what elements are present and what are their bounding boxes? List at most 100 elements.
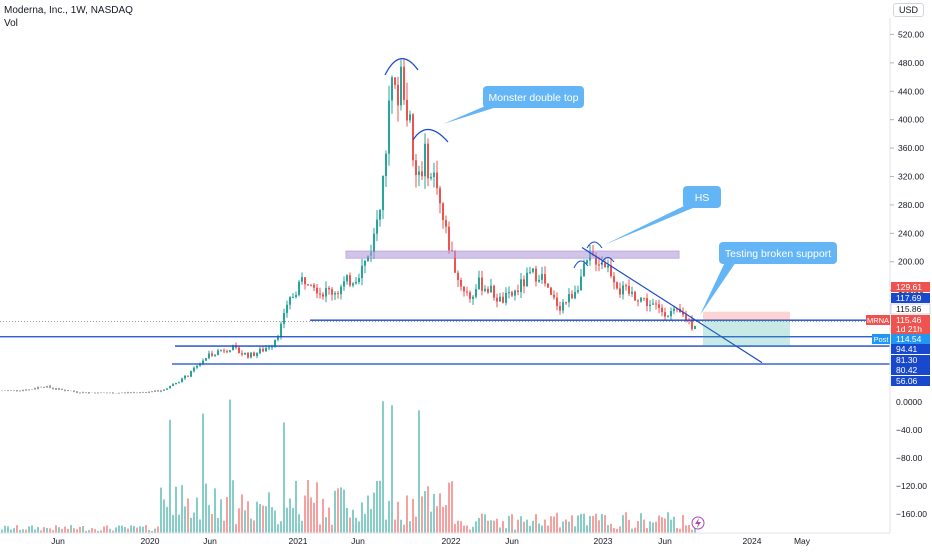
volume-tick-label: −80.00 [896, 453, 923, 463]
candle-body [487, 288, 489, 293]
volume-bar [283, 422, 285, 533]
candle-body [196, 365, 198, 368]
candle-body [673, 308, 675, 311]
volume-bar [25, 529, 27, 533]
price-tick-label: 400.00 [898, 115, 924, 125]
volume-tick-label: −40.00 [896, 425, 923, 435]
time-tick-label: 2023 [594, 536, 613, 546]
candle-body [460, 279, 462, 287]
candle-body [289, 297, 291, 305]
volume-bar [526, 519, 528, 533]
candle-body [427, 143, 429, 179]
callout-double-top-pointer [443, 104, 500, 124]
candle-body [415, 160, 417, 176]
volume-bar [256, 501, 258, 533]
candle-body [340, 286, 342, 295]
candle-body [385, 153, 387, 177]
volume-bar [502, 521, 504, 533]
volume-bar [400, 519, 402, 533]
currency-button[interactable]: USD [892, 3, 924, 17]
volume-bar [445, 504, 447, 533]
volume-bar [421, 496, 423, 533]
volume-bar [361, 502, 363, 533]
candle-body [583, 263, 585, 277]
callout-hs: HS [604, 186, 721, 245]
volume-bar [370, 509, 372, 533]
volume-bar [85, 530, 87, 533]
candle-body [640, 297, 642, 302]
price-axis-label [891, 376, 930, 386]
candle-body [571, 294, 573, 299]
candle-body [529, 271, 531, 273]
candle-body [628, 286, 630, 294]
candle-body [601, 263, 603, 265]
candle-body [466, 291, 468, 293]
volume-bar [622, 515, 624, 533]
candle-body [622, 285, 624, 295]
price-axis-label-text: 81.30 [896, 355, 918, 365]
volume-bar [685, 525, 687, 533]
candle-body [694, 325, 696, 329]
volume-bar [451, 481, 453, 533]
candle-body [436, 172, 438, 189]
candle-body [472, 296, 474, 299]
candle-body [181, 378, 183, 383]
volume-bar [457, 520, 459, 533]
volume-bar [244, 510, 246, 533]
volume-bar [154, 528, 156, 533]
volume-bar [535, 514, 537, 533]
price-tick-label: 480.00 [898, 58, 924, 68]
candle-body [511, 292, 513, 296]
candle-body [382, 176, 384, 211]
candle-body [595, 255, 597, 265]
candle-body [208, 353, 210, 359]
support-zone [345, 250, 680, 259]
candle-body [448, 226, 450, 251]
volume-bar [259, 504, 261, 533]
candle-body [646, 298, 648, 306]
volume-bar [595, 513, 597, 533]
volume-bar [580, 513, 582, 533]
volume-bar [91, 528, 93, 533]
candle-body [232, 345, 234, 351]
price-axis-label-text: 1d 21h [896, 324, 922, 334]
candle-body [292, 297, 294, 299]
volume-bar [211, 514, 213, 533]
volume-bar [118, 525, 120, 533]
volume-bar [328, 507, 330, 533]
candle-body [319, 293, 321, 295]
hs-arc-left [573, 260, 589, 269]
candle-body [625, 285, 627, 287]
candle-body [265, 347, 267, 352]
volume-bar [490, 520, 492, 533]
volume-bar [658, 515, 660, 533]
time-tick-label: Jun [203, 536, 217, 546]
candle-body [418, 171, 420, 176]
volume-bar [268, 492, 270, 533]
symbol-tag-text: MRNA [867, 316, 889, 325]
candle-body [316, 287, 318, 294]
volume-bar [427, 486, 429, 533]
volume-label: Vol [4, 18, 18, 29]
volume-bar [337, 488, 339, 533]
candle-body [670, 310, 672, 317]
candle-body [349, 275, 351, 286]
candle-body [286, 304, 288, 314]
volume-bar [166, 506, 168, 533]
volume-bar [145, 525, 147, 533]
volume-bar [67, 528, 69, 533]
volume-bar [607, 525, 609, 533]
volume-bar [265, 506, 267, 533]
time-tick-label: Jun [351, 536, 365, 546]
candle-body [241, 353, 243, 355]
volume-bar [94, 529, 96, 533]
volume-bar [187, 498, 189, 533]
volume-bar [295, 480, 297, 533]
volume-bar [40, 530, 42, 533]
time-tick-label: Jun [51, 536, 65, 546]
volume-bar [34, 529, 36, 533]
volume-bar [139, 526, 141, 533]
callout-double-top-text: Monster double top [489, 92, 579, 104]
candle-body [361, 265, 363, 279]
volume-bar [667, 512, 669, 533]
